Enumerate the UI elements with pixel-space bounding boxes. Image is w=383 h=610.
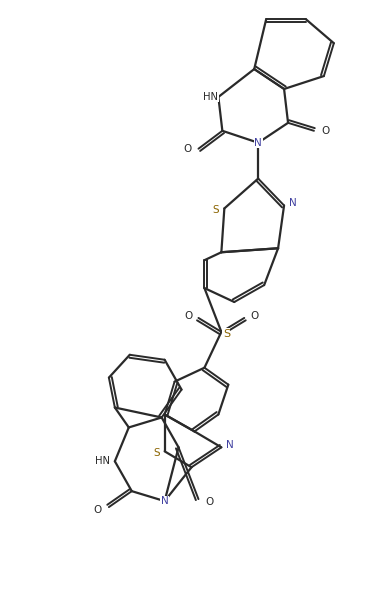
Text: O: O [205, 497, 214, 507]
Text: O: O [94, 505, 102, 515]
Text: N: N [226, 440, 234, 450]
Text: N: N [254, 138, 262, 148]
Text: S: S [153, 448, 160, 458]
Text: O: O [184, 311, 193, 321]
Text: O: O [321, 126, 329, 136]
Text: N: N [161, 496, 169, 506]
Text: O: O [183, 144, 192, 154]
Text: S: S [223, 329, 230, 339]
Text: O: O [250, 311, 259, 321]
Text: HN: HN [95, 456, 110, 466]
Text: S: S [213, 206, 219, 215]
Text: HN: HN [203, 92, 218, 102]
Text: N: N [289, 198, 297, 209]
